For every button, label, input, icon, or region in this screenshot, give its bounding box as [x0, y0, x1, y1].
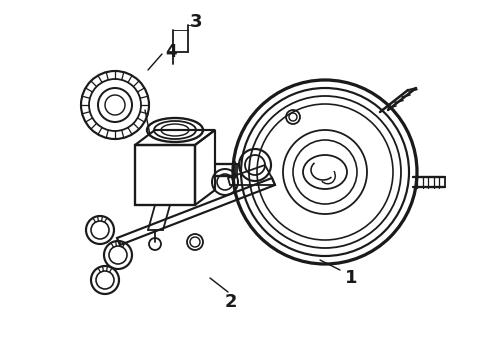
Text: 4: 4	[165, 43, 176, 61]
Text: 1: 1	[345, 269, 358, 287]
Text: 3: 3	[190, 13, 202, 31]
Text: 2: 2	[225, 293, 238, 311]
